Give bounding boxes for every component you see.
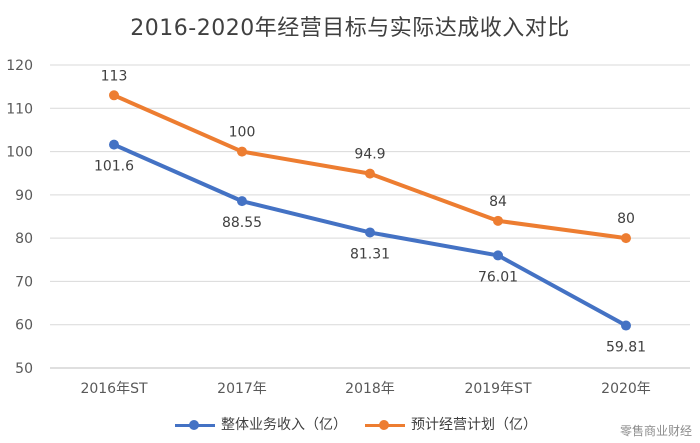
legend-swatch-plan: [365, 419, 405, 431]
series-1-point-0: [109, 90, 119, 101]
y-tick-110: 110: [6, 101, 33, 117]
series-line-1: [112, 93, 628, 241]
y-tick-80: 80: [15, 231, 33, 247]
series-0-point-4: [621, 320, 631, 331]
legend-item-plan[interactable]: 预计经营计划（亿）: [365, 414, 537, 434]
x-tick-1: 2017年: [217, 381, 267, 397]
series-0-point-2: [365, 227, 375, 238]
series-0-point-1: [237, 196, 247, 207]
y-axis: 50 60 70 80 90 100 110 120: [6, 58, 33, 377]
series-1-point-2: [365, 168, 375, 179]
y-tick-120: 120: [6, 58, 33, 74]
data-label-1-0: 113: [101, 68, 128, 84]
x-tick-3: 2019年ST: [464, 381, 532, 397]
data-label-0-3: 76.01: [478, 269, 518, 285]
chart-title: 2016-2020年经营目标与实际达成收入对比: [130, 16, 570, 41]
x-axis: 2016年ST 2017年 2018年 2019年ST 2020年: [80, 381, 650, 397]
y-tick-50: 50: [15, 361, 33, 377]
y-tick-60: 60: [15, 318, 33, 334]
y-tick-90: 90: [15, 188, 33, 204]
legend-swatch-actual: [175, 419, 215, 431]
series-1-point-3: [493, 215, 503, 226]
series-1-point-4: [621, 233, 631, 244]
x-tick-4: 2020年: [601, 381, 651, 397]
gridlines: [50, 64, 690, 369]
data-label-0-0: 101.6: [94, 159, 134, 175]
series-0-point-3: [493, 250, 503, 261]
data-label-1-4: 80: [617, 211, 635, 227]
data-label-0-4: 59.81: [606, 340, 646, 356]
data-label-1-2: 94.9: [354, 147, 385, 163]
x-tick-2: 2018年: [345, 381, 395, 397]
data-label-0-2: 81.31: [350, 246, 390, 262]
legend-item-actual[interactable]: 整体业务收入（亿）: [175, 414, 347, 434]
series-0-point-0: [109, 139, 119, 150]
y-tick-70: 70: [15, 274, 33, 290]
x-tick-0: 2016年ST: [80, 381, 148, 397]
data-label-0-1: 88.55: [222, 215, 262, 231]
watermark: 零售商业财经: [619, 424, 692, 438]
series-group: [109, 90, 631, 331]
legend-label-plan: 预计经营计划（亿）: [411, 417, 537, 433]
y-tick-100: 100: [6, 145, 33, 161]
legend-label-actual: 整体业务收入（亿）: [221, 417, 347, 433]
series-1-point-1: [237, 146, 247, 157]
data-label-1-3: 84: [489, 194, 507, 210]
data-labels: 101.6 88.55 81.31 76.01 59.81 113 100 94.9 84 80: [94, 68, 646, 355]
data-label-1-1: 100: [229, 125, 256, 141]
